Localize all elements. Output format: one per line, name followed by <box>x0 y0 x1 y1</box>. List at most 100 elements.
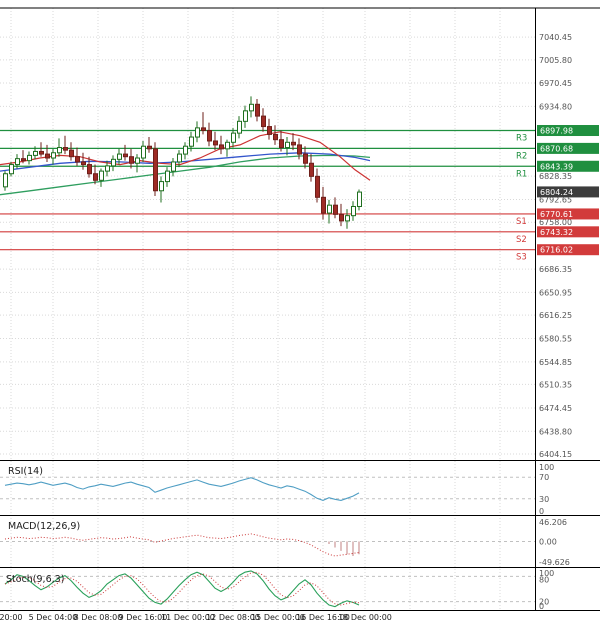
candle-body <box>213 140 218 146</box>
candle-body <box>189 136 194 147</box>
candle-body <box>33 150 38 156</box>
candle-body <box>327 204 332 214</box>
time-axis-label: 8 Dec 08:00 <box>74 613 123 622</box>
candle-body <box>285 141 290 149</box>
price-level-badge <box>537 186 599 198</box>
candle-body <box>153 148 158 192</box>
candle-body <box>345 215 350 222</box>
price-level-badge <box>537 142 599 154</box>
candle-body <box>333 204 338 215</box>
macd-signal-line <box>4 533 360 557</box>
candle-body <box>15 158 20 166</box>
stoch-scale-label: 80 <box>539 575 549 584</box>
rsi-pane-label: RSI(14) <box>8 466 43 477</box>
price-tick-label: 6616.25 <box>539 311 572 320</box>
candle-body <box>291 141 296 146</box>
support-label: S1 <box>516 217 527 227</box>
stoch-k-line <box>4 570 360 608</box>
price-level-badge-text: 6770.61 <box>540 210 573 219</box>
candle-body <box>261 115 266 128</box>
resistance-label: R1 <box>516 169 527 179</box>
candle-body <box>99 170 104 181</box>
rsi-scale-label: 0 <box>539 507 544 516</box>
time-axis-label: 5 Dec 04:00 <box>29 613 78 622</box>
price-level-badge-text: 6716.02 <box>540 246 573 255</box>
price-tick-label: 7040.45 <box>539 33 572 42</box>
support-label: S3 <box>516 253 527 263</box>
candle-body <box>105 165 110 172</box>
time-axis-label: 16 Dec 16:00 <box>296 613 350 622</box>
candle-body <box>195 127 200 138</box>
price-tick-label: 6650.95 <box>539 288 572 297</box>
candle-body <box>357 191 362 207</box>
price-tick-label: 6686.35 <box>539 265 572 274</box>
price-tick-label: 6970.45 <box>539 79 572 88</box>
time-axis-label: 18 Dec 00:00 <box>338 613 392 622</box>
price-tick-label: 6404.15 <box>539 450 572 459</box>
price-tick-label: 6544.85 <box>539 358 572 367</box>
time-axis-label: 20:00 <box>0 613 23 622</box>
support-label: S2 <box>516 235 527 245</box>
rsi-scale-label: 70 <box>539 473 549 482</box>
price-level-badge-text: 6897.98 <box>540 127 573 136</box>
candle-body <box>201 127 206 131</box>
candle-body <box>111 158 116 167</box>
time-axis-label: 15 Dec 00:00 <box>251 613 305 622</box>
candle-body <box>183 145 188 155</box>
price-level-badge <box>537 226 599 238</box>
candle-body <box>171 161 176 172</box>
candle-body <box>165 170 170 183</box>
candle-body <box>159 181 164 192</box>
candle-body <box>267 126 272 135</box>
macd-scale-label: 46.206 <box>539 518 567 527</box>
price-level-badge-text: 6804.24 <box>540 188 573 197</box>
candle-body <box>135 157 140 164</box>
candle-body <box>147 145 152 150</box>
candle-body <box>45 153 50 159</box>
macd-scale-label: -49.626 <box>539 558 570 567</box>
stoch-d-line <box>4 571 360 606</box>
price-tick-label: 6758.00 <box>539 218 572 227</box>
stoch-scale-label: 0 <box>539 602 544 611</box>
price-tick-label: 6792.65 <box>539 196 572 205</box>
ma-fast-line <box>0 131 371 181</box>
time-axis-label: 12 Dec 08:00 <box>206 613 260 622</box>
candle-body <box>93 173 98 181</box>
candle-body <box>315 175 320 198</box>
candle-body <box>279 139 284 149</box>
candle-body <box>69 149 74 158</box>
price-tick-label: 6580.55 <box>539 334 572 343</box>
stoch-scale-label: 20 <box>539 598 549 607</box>
candle-body <box>339 213 344 222</box>
rsi-scale-label: 100 <box>539 463 554 472</box>
candle-body <box>177 153 182 163</box>
candle-body <box>351 205 356 217</box>
resistance-label: R2 <box>516 151 527 161</box>
price-level-badge-text: 6843.39 <box>540 162 573 171</box>
time-axis-label: 11 Dec 00:00 <box>161 613 215 622</box>
candle-body <box>255 103 260 117</box>
candle-body <box>141 145 146 159</box>
macd-pane-label: MACD(12,26,9) <box>8 521 81 532</box>
candle-body <box>117 153 122 160</box>
price-tick-label: 6828.35 <box>539 172 572 181</box>
candle-body <box>9 164 14 175</box>
rsi-scale-label: 30 <box>539 495 549 504</box>
macd-scale-label: 0.00 <box>539 538 557 547</box>
candle-body <box>309 162 314 177</box>
candle-body <box>273 133 278 141</box>
price-level-badge-text: 6870.68 <box>540 144 573 153</box>
candle-body <box>243 110 248 122</box>
candle-body <box>237 120 242 134</box>
candle-body <box>81 161 86 166</box>
price-level-badge <box>537 208 599 220</box>
candle-body <box>39 150 44 155</box>
candle-body <box>297 144 302 155</box>
price-level-badge <box>537 160 599 172</box>
price-level-badge-text: 6743.32 <box>540 228 573 237</box>
time-axis-label: 9 Dec 16:00 <box>119 613 168 622</box>
price-tick-label: 6438.80 <box>539 427 572 436</box>
price-tick-label: 7005.80 <box>539 56 572 65</box>
